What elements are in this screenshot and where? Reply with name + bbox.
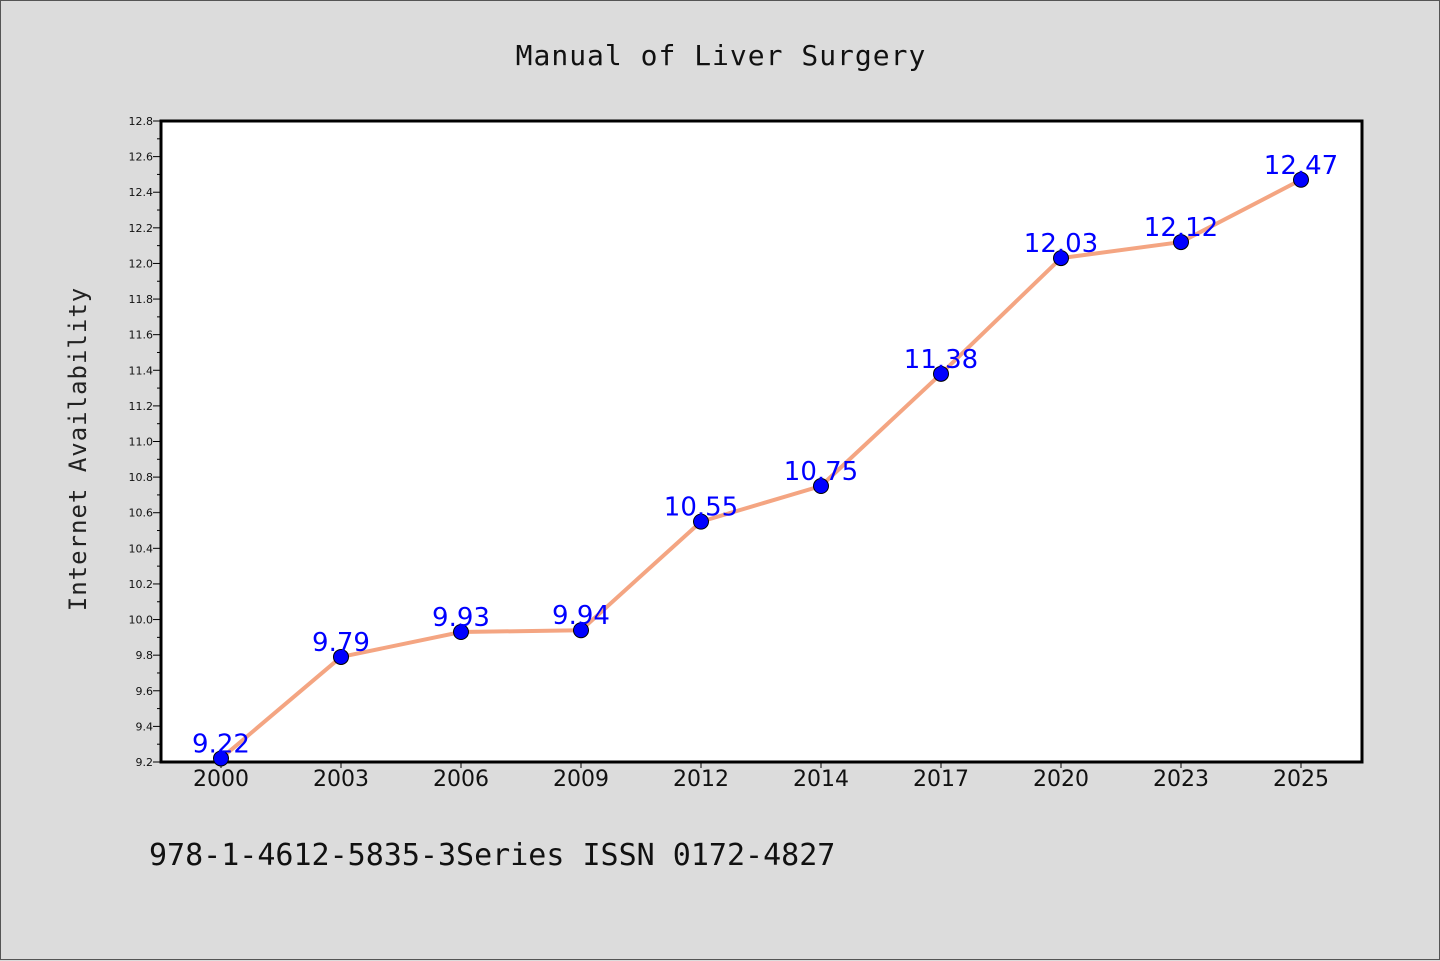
y-tick-label: 11.4 (129, 364, 154, 377)
data-point (1293, 171, 1309, 188)
plot-area (159, 119, 1364, 764)
y-tick-label: 10.2 (129, 578, 154, 591)
data-point (813, 478, 829, 495)
x-tick-label: 2023 (1153, 767, 1209, 792)
y-tick-label: 12.2 (129, 222, 154, 235)
y-axis: 9.2 9.4 9.6 9.8 10.0 10.2 10.4 10.6 10.8 11.0 11.2… (129, 115, 161, 769)
y-tick-label: 12.8 (129, 115, 154, 128)
y-tick-label: 10.4 (129, 542, 154, 555)
data-label: 9.94 (552, 601, 610, 631)
y-tick-label: 10.6 (129, 507, 154, 520)
data-label: 10.75 (784, 457, 858, 487)
x-axis: 2000 2003 2006 2009 2012 2014 2017 2020 2023 2025 (193, 762, 1329, 792)
y-tick-label: 11.0 (129, 436, 154, 449)
data-point (573, 622, 589, 639)
x-tick-label: 2006 (433, 767, 489, 792)
data-point (453, 624, 469, 641)
y-tick-label: 11.6 (129, 329, 154, 342)
data-label: 9.79 (312, 628, 370, 658)
data-label: 11.38 (904, 345, 978, 375)
data-point (333, 648, 349, 665)
y-axis-label: Internet Availability (64, 287, 92, 611)
chart-title: Manual of Liver Surgery (516, 39, 927, 72)
x-tick-label: 2003 (313, 767, 369, 792)
data-label: 12.12 (1144, 213, 1218, 243)
y-tick-label: 9.2 (136, 756, 154, 769)
y-tick-label: 10.8 (129, 471, 154, 484)
y-tick-label: 12.4 (129, 186, 154, 199)
data-point (1053, 250, 1069, 267)
y-tick-label: 12.6 (129, 151, 154, 164)
y-tick-label: 12.0 (129, 257, 154, 270)
x-tick-label: 2025 (1273, 767, 1329, 792)
data-point (693, 513, 709, 530)
data-point (213, 750, 229, 767)
x-tick-label: 2014 (793, 767, 849, 792)
y-tick-label: 9.4 (136, 720, 154, 733)
x-tick-label: 2000 (193, 767, 249, 792)
data-point (1173, 234, 1189, 251)
x-tick-label: 2017 (913, 767, 969, 792)
data-label: 12.47 (1264, 151, 1338, 181)
y-tick-label: 9.8 (136, 649, 154, 662)
x-tick-label: 2012 (673, 767, 729, 792)
data-label: 12.03 (1024, 229, 1098, 259)
y-tick-label: 11.2 (129, 400, 154, 413)
data-label: 9.93 (432, 603, 490, 633)
y-tick-label: 10.0 (129, 614, 154, 627)
series-line (219, 177, 1302, 760)
data-label: 10.55 (664, 493, 738, 523)
y-tick-label: 11.8 (129, 293, 154, 306)
data-point (933, 365, 949, 382)
series: 9.22 9.79 9.93 9.94 10.55 10.75 11.38 12.03 12.1… (192, 151, 1338, 767)
footer-isbn: 978-1-4612-5835-3Series ISSN 0172-4827 (149, 838, 835, 873)
data-label: 9.22 (192, 729, 250, 759)
y-tick-label: 9.6 (136, 685, 154, 698)
x-tick-label: 2020 (1033, 767, 1089, 792)
x-tick-label: 2009 (553, 767, 609, 792)
